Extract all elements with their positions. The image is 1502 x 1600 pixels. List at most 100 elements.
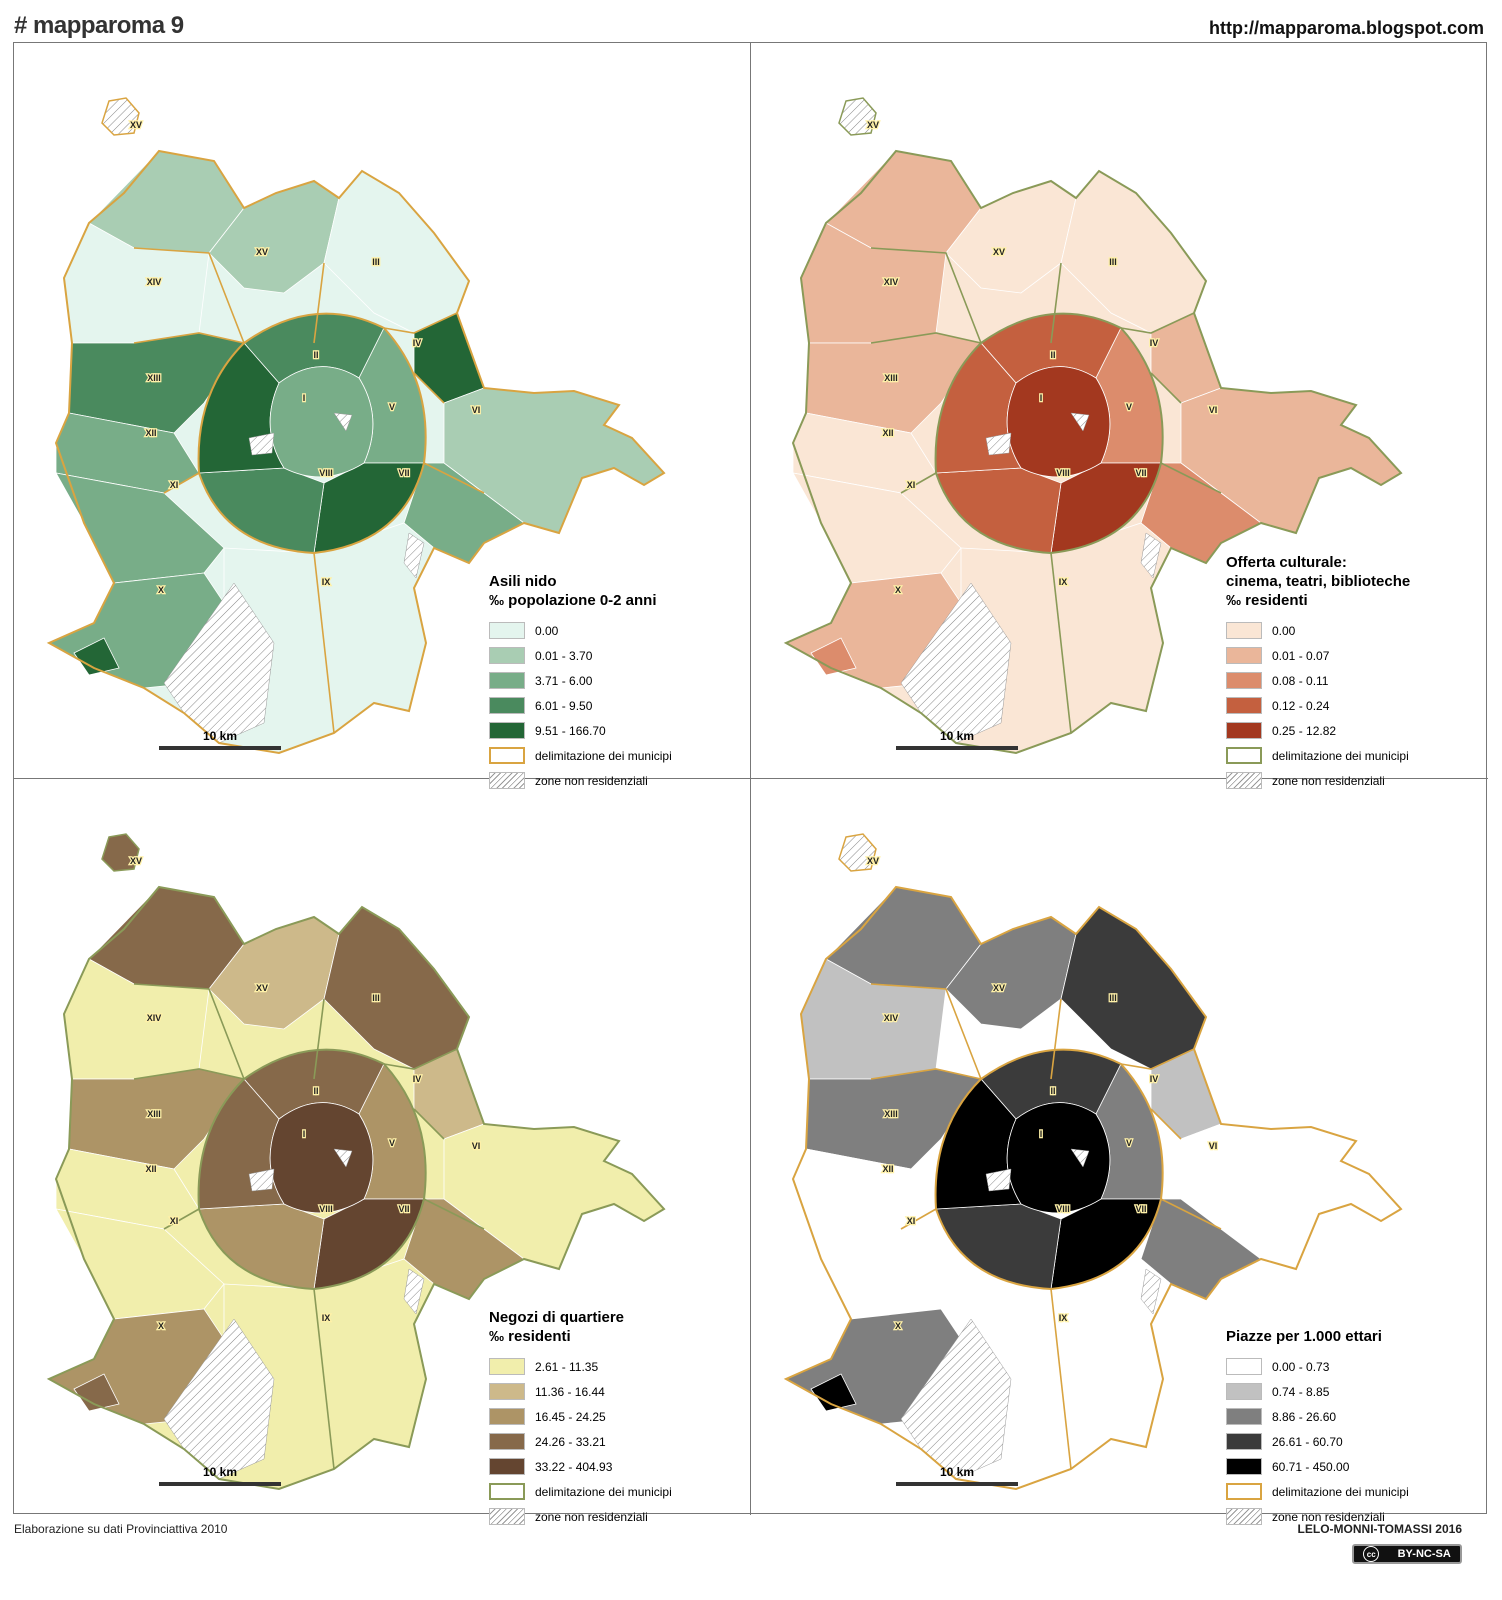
license-label: BY-NC-SA (1397, 1548, 1451, 1560)
zone-area[interactable] (269, 1102, 374, 1214)
municipi-boundary (1160, 462, 1222, 494)
zone-area[interactable] (73, 1373, 120, 1412)
scale-label: 10 km (939, 729, 975, 743)
license-badge[interactable]: cc BY-NC-SA (1352, 1544, 1462, 1564)
legend-title: Piazze per 1.000 ettari (1226, 1327, 1476, 1346)
legend-swatch (489, 1508, 525, 1525)
municipi-boundary (413, 1108, 445, 1140)
legend-swatch (1226, 1483, 1262, 1500)
legend-label: 2.61 - 11.35 (535, 1359, 599, 1374)
municipi-boundary (133, 983, 245, 1080)
zone-area[interactable] (269, 366, 374, 478)
municipio-label: XIV (884, 277, 899, 287)
scale-line (896, 1482, 1018, 1486)
municipio-label: XIII (147, 373, 161, 383)
legend-label: 0.12 - 0.24 (1272, 698, 1330, 713)
municipio-label: IV (413, 338, 422, 348)
legend-swatch (1226, 772, 1262, 789)
legend: Asili nido ‰ popolazione 0-2 anni 0.00 0.01… (489, 572, 739, 793)
municipi-boundary (900, 1208, 937, 1230)
municipi-boundary (383, 1048, 458, 1070)
municipi-boundary (783, 149, 1403, 755)
legend-class-row: 0.08 - 0.11 (1226, 668, 1476, 693)
legend-class-row: 6.01 - 9.50 (489, 693, 739, 718)
legend-class-row: 16.45 - 24.25 (489, 1404, 739, 1429)
municipio-label: III (1109, 993, 1117, 1003)
zone-area[interactable] (810, 1373, 857, 1412)
municipio-label: IV (1150, 338, 1159, 348)
header-url[interactable]: http://mapparoma.blogspot.com (1208, 18, 1484, 38)
municipio-label: I (303, 1129, 306, 1139)
non-residential-zone (1140, 1268, 1162, 1315)
legend-class-row: 9.51 - 166.70 (489, 718, 739, 743)
municipio-label: VI (472, 1141, 481, 1151)
municipi-boundary (313, 262, 325, 344)
zone-area[interactable] (73, 637, 120, 676)
municipio-label: VIII (1056, 1204, 1070, 1214)
municipio-label: XI (907, 1216, 916, 1226)
municipio-label: X (895, 1321, 901, 1331)
municipi-boundary (163, 472, 200, 494)
legend-swatch (1226, 1458, 1262, 1475)
panel-negozi-quartiere: XV XIV XV III IV II XIII I V VI XII XI VIII VII IX X Neg… (14, 779, 751, 1525)
legend-label: 9.51 - 166.70 (535, 723, 606, 738)
legend-swatch (489, 1408, 525, 1425)
municipio-label: XII (882, 428, 893, 438)
non-residential-zone (985, 1168, 1012, 1192)
municipi-boundary (870, 983, 982, 1080)
legend-label: 0.74 - 8.85 (1272, 1384, 1330, 1399)
legend-label: 0.00 - 0.73 (1272, 1359, 1330, 1374)
legend-swatch (489, 1483, 525, 1500)
legend-swatch (1226, 697, 1262, 714)
legend-swatch (489, 697, 525, 714)
legend-swatch (489, 1458, 525, 1475)
legend: Piazze per 1.000 ettari 0.00 - 0.73 0.74 -… (1226, 1327, 1476, 1529)
legend-class-row: 0.00 (489, 618, 739, 643)
municipi-boundary (1120, 312, 1195, 334)
non-residential-zone (248, 432, 275, 456)
zone-area[interactable] (1006, 1102, 1111, 1214)
legend-boundary-row: delimitazione dei municipi (489, 1479, 739, 1504)
scale-bar: 10 km (896, 1465, 1018, 1486)
scale-line (159, 1482, 281, 1486)
legend-boundary-row: delimitazione dei municipi (1226, 1479, 1476, 1504)
legend-title-line: Negozi di quartiere (489, 1309, 625, 1326)
legend-class-row: 3.71 - 6.00 (489, 668, 739, 693)
legend-label: 16.45 - 24.25 (535, 1409, 606, 1424)
legend-title: Asili nido ‰ popolazione 0-2 anni (489, 572, 739, 610)
non-residential-zone (985, 432, 1012, 456)
municipio-label: XIV (147, 1013, 162, 1023)
legend-nonres-row: zone non residenziali (489, 768, 739, 793)
municipio-label: VII (1135, 1204, 1146, 1214)
legend-label: 3.71 - 6.00 (535, 673, 593, 688)
zone-area[interactable] (810, 637, 857, 676)
legend-boundary-row: delimitazione dei municipi (489, 743, 739, 768)
zone-area[interactable] (1006, 366, 1111, 478)
legend-swatch (1226, 747, 1262, 764)
scale-bar: 10 km (159, 729, 281, 750)
municipio-label: II (313, 1086, 318, 1096)
municipio-label: XII (145, 1164, 156, 1174)
municipio-label: XV (993, 247, 1005, 257)
legend-swatch (489, 747, 525, 764)
municipi-boundary (313, 552, 335, 734)
municipio-label: II (313, 350, 318, 360)
municipi-boundary (1150, 372, 1182, 404)
municipi-boundary (1160, 1198, 1222, 1230)
legend-label: 33.22 - 404.93 (535, 1459, 613, 1474)
legend-title-line: ‰ residenti (489, 1328, 571, 1345)
legend-swatch (489, 622, 525, 639)
exclave-area (838, 833, 877, 872)
legend-class-row: 0.12 - 0.24 (1226, 693, 1476, 718)
municipi-boundary (423, 1198, 485, 1230)
legend-swatch (1226, 1408, 1262, 1425)
non-residential-zone (333, 1148, 353, 1168)
municipio-label: XIII (147, 1109, 161, 1119)
legend: Offerta culturale: cinema, teatri, biblio… (1226, 553, 1476, 793)
municipi-boundary (1050, 262, 1062, 344)
municipio-label: IX (322, 1313, 331, 1323)
municipio-label: XIII (884, 1109, 898, 1119)
legend-label: 0.00 (535, 623, 559, 638)
legend: Negozi di quartiere ‰ residenti 2.61 - 11.… (489, 1308, 739, 1529)
legend-label: zone non residenziali (1272, 773, 1385, 788)
